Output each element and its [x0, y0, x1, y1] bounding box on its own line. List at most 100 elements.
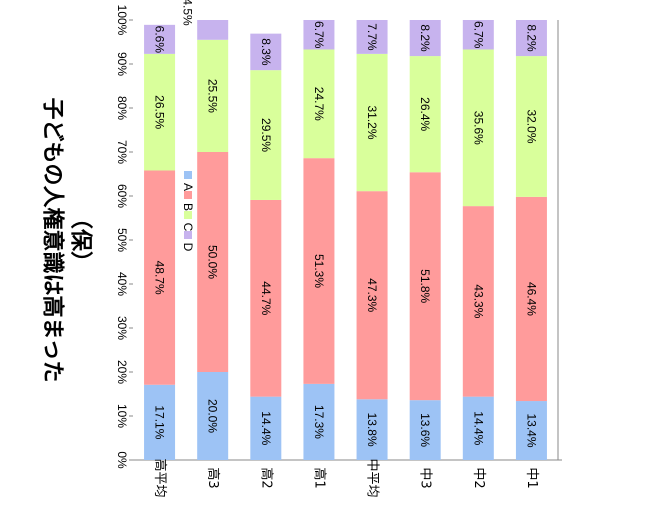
data-label-b: 47.3%	[365, 278, 379, 312]
bar-segment-d	[515, 20, 547, 57]
category-label: 中2	[471, 467, 486, 488]
data-label-a: 20.0%	[206, 399, 220, 433]
bar-segment-d	[197, 20, 229, 40]
data-label-d: 4.5%	[181, 0, 195, 26]
value-tick-label: 60%	[115, 184, 129, 208]
data-label-c: 26.4%	[418, 97, 432, 131]
category-label: 高3	[205, 467, 221, 488]
data-label-a: 13.6%	[418, 413, 432, 447]
category-label: 中3	[418, 467, 433, 488]
value-tick-label: 30%	[115, 316, 129, 340]
bar-segment-a	[303, 383, 335, 460]
bar-segment-d	[409, 20, 441, 57]
bar-segment-a	[462, 396, 494, 460]
data-label-d: 6.6%	[153, 26, 167, 54]
value-tick-label: 0%	[115, 451, 129, 469]
category-label: 高1	[311, 467, 327, 488]
data-label-c: 24.7%	[312, 87, 326, 121]
bar-segment-b	[409, 172, 441, 401]
data-label-c: 31.2%	[365, 106, 379, 140]
bar-segment-c	[303, 49, 335, 159]
bar-segment-b	[250, 199, 282, 397]
value-tick-label: 70%	[115, 140, 129, 164]
chart-title-line-2: （保）	[68, 207, 93, 273]
bar-segment-c	[462, 49, 494, 207]
category-label: 高平均	[152, 458, 168, 497]
bar-segment-c	[197, 39, 229, 152]
bar-segment-d	[303, 20, 335, 50]
bar-segment-c	[250, 70, 282, 200]
legend-swatch-d	[184, 231, 192, 239]
legend-label-b: B	[181, 203, 195, 211]
bar-segment-d	[462, 20, 494, 50]
legend-label-c: C	[181, 223, 195, 232]
bars	[144, 20, 547, 460]
data-label-a: 14.4%	[259, 411, 273, 445]
bar-segment-d	[356, 20, 388, 54]
data-label-d: 8.2%	[418, 24, 432, 52]
value-tick-label: 10%	[115, 404, 129, 428]
bar-segment-b	[515, 196, 547, 402]
data-label-a: 13.4%	[524, 414, 538, 448]
data-label-c: 32.0%	[524, 109, 538, 143]
bar-segment-c	[144, 53, 176, 171]
value-tick-label: 100%	[115, 5, 129, 36]
bar-segment-a	[144, 384, 176, 460]
chart-title: 子どもの人権意識は高まった （保）	[40, 97, 93, 382]
value-tick-label: 80%	[115, 96, 129, 120]
bar-segment-b	[462, 206, 494, 397]
data-label-d: 6.7%	[471, 21, 485, 49]
bar-segment-a	[356, 399, 388, 460]
bar-segment-b	[144, 170, 176, 385]
bar-segment-b	[356, 191, 388, 400]
bar-segment-b	[303, 158, 335, 384]
legend-swatch-b	[184, 191, 192, 199]
data-label-b: 46.4%	[524, 282, 538, 316]
data-label-b: 48.7%	[153, 261, 167, 295]
data-label-d: 7.7%	[365, 23, 379, 51]
data-label-c: 29.5%	[259, 118, 273, 152]
data-label-b: 44.7%	[259, 281, 273, 315]
data-label-c: 26.5%	[153, 95, 167, 129]
value-axis: 0% 10% 20% 30% 40% 50% 60% 70% 80% 90% 100%	[115, 5, 562, 469]
value-tick-label: 20%	[115, 360, 129, 384]
data-label-d: 6.7%	[312, 21, 326, 49]
bar-segment-c	[515, 56, 547, 197]
category-label: 高2	[258, 467, 274, 488]
legend-swatch-a	[184, 171, 192, 179]
value-tick-label: 50%	[115, 228, 129, 252]
bar-segment-d	[144, 24, 176, 54]
data-label-b: 43.3%	[471, 284, 485, 318]
bar-segment-c	[409, 56, 441, 173]
legend-swatch-c	[184, 211, 192, 219]
data-label-b: 51.8%	[418, 269, 432, 303]
bar-segment-a	[250, 396, 282, 460]
data-label-b: 51.3%	[312, 254, 326, 288]
data-label-d: 8.2%	[524, 24, 538, 52]
value-tick-label: 90%	[115, 52, 129, 76]
legend: A B C D	[181, 171, 195, 252]
value-tick-label: 40%	[115, 272, 129, 296]
data-label-b: 50.0%	[206, 245, 220, 279]
bar-segment-c	[356, 53, 388, 192]
data-label-a: 14.4%	[471, 411, 485, 445]
bar-segment-a	[197, 372, 229, 460]
legend-label-d: D	[181, 243, 195, 252]
bar-segment-d	[250, 33, 282, 71]
category-label: 中1	[524, 467, 539, 488]
category-axis: 中1 中2 中3 中平均 高1 高2 高3 高平均	[152, 458, 539, 497]
data-label-a: 17.1%	[153, 405, 167, 439]
data-label-a: 17.3%	[312, 405, 326, 439]
chart-title-line-1: 子どもの人権意識は高まった	[40, 97, 66, 382]
legend-label-a: A	[181, 183, 195, 191]
data-label-c: 25.5%	[206, 79, 220, 113]
bar-segment-a	[409, 400, 441, 460]
data-label-d: 8.3%	[259, 38, 273, 66]
data-labels: 13.4% 46.4% 32.0% 8.2% 14.4% 43.3% 35.6% 6.7% 13…	[153, 0, 539, 448]
data-label-c: 35.6%	[471, 111, 485, 145]
bar-segment-b	[197, 152, 229, 372]
data-label-a: 13.8%	[365, 413, 379, 447]
category-label: 中平均	[365, 458, 380, 497]
